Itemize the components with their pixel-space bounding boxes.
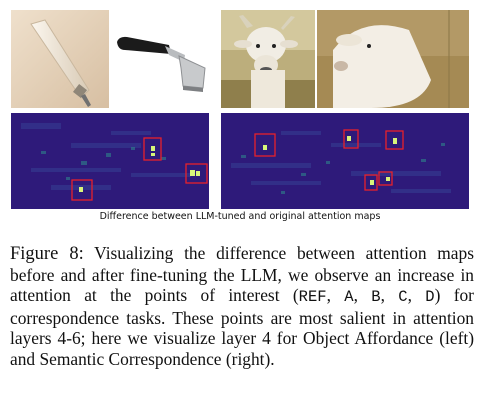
code-b: B xyxy=(371,288,380,306)
photo-cattle-pair xyxy=(221,10,469,108)
code-d: D xyxy=(425,288,434,306)
attention-map-affordance xyxy=(11,113,209,209)
figure-subcaption: Difference between LLM-tuned and origina… xyxy=(0,211,480,222)
figure-caption: Figure 8: Visualizing the difference bet… xyxy=(10,243,474,369)
attention-map-semantic-correspondence xyxy=(221,113,469,209)
code-c: C xyxy=(398,288,407,306)
code-a: A xyxy=(344,288,353,306)
photo-scraper-tool xyxy=(111,10,209,108)
code-ref: REF xyxy=(299,288,327,306)
figure-label: Figure 8: xyxy=(10,244,84,264)
photo-tool-handle xyxy=(11,10,109,108)
